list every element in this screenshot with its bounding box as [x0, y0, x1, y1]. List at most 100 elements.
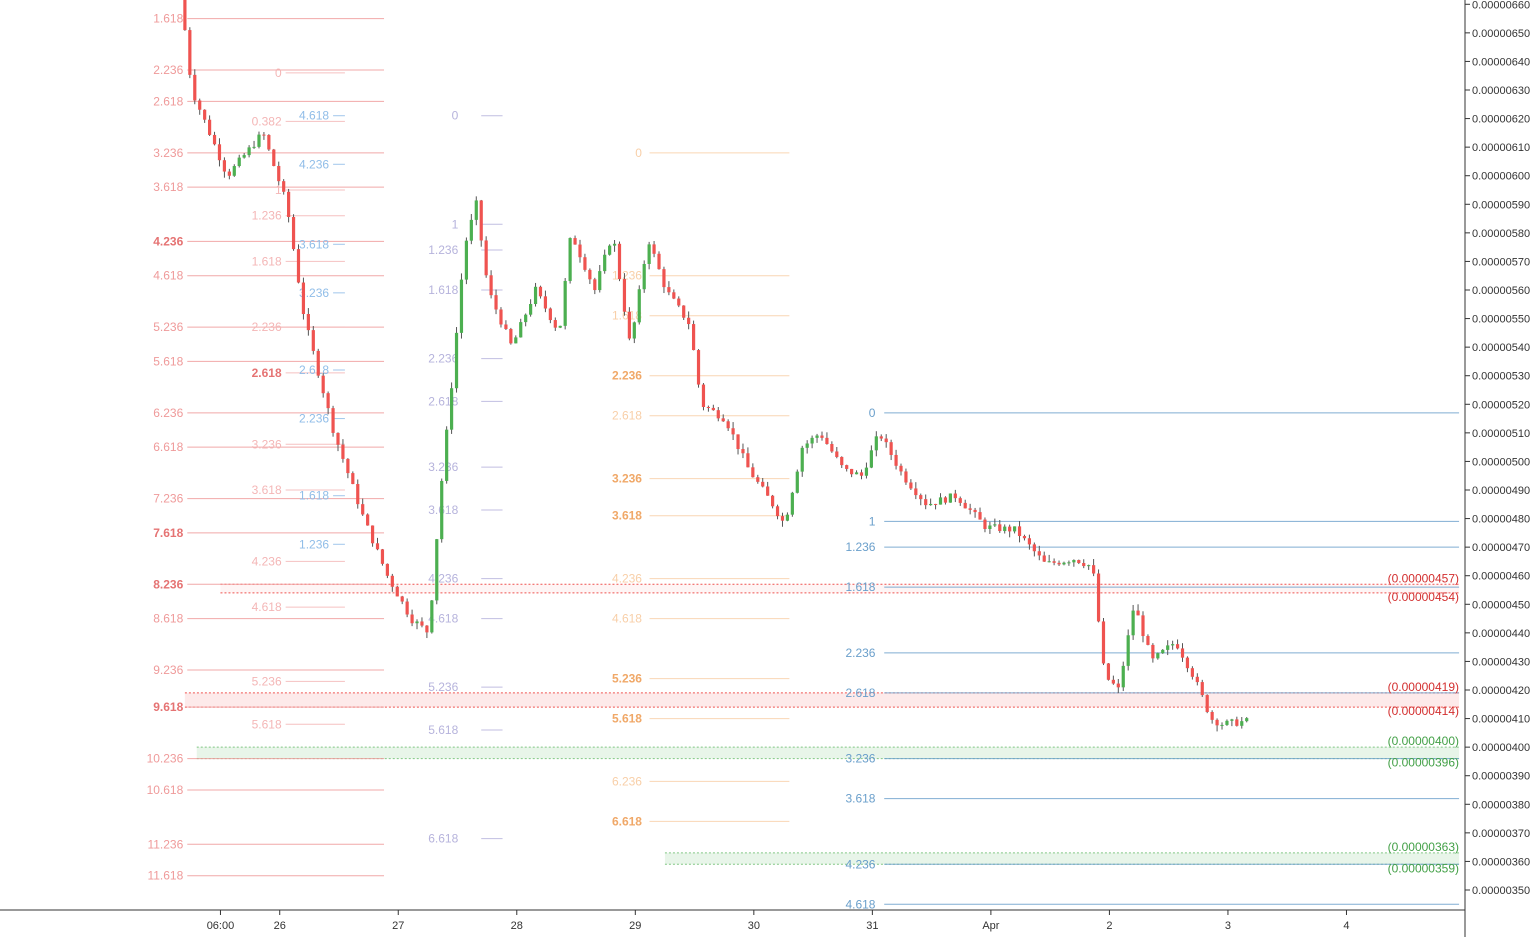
candle-body-126: [805, 443, 809, 448]
candle-body-65: [504, 324, 508, 330]
candle-body-22: [291, 217, 296, 250]
fib-b-level-label-11: 5.236: [252, 674, 282, 688]
candle-body-204: [1190, 668, 1194, 677]
price-tick-label-6: 0.00000600: [1472, 171, 1530, 183]
candle-body-122: [785, 514, 790, 521]
candle-body-67: [514, 337, 518, 344]
price-tick-label-26: 0.00000400: [1472, 742, 1530, 754]
fib-d-level-label-9: 4.618: [428, 612, 458, 626]
zone-green-lower-tag-bottom: (0.00000359): [1388, 861, 1459, 875]
candle-body-26: [311, 330, 315, 351]
candle-body-45: [405, 601, 409, 615]
price-tick-label-24: 0.00000420: [1472, 685, 1530, 697]
fib-e-level-label-9: 5.236: [612, 672, 642, 686]
fib-b-level-label-5: 2.236: [252, 320, 282, 334]
fibonacci-layer: 1.618 2.236 2.618 3.236 3.618 4.236 4.618 5.236…: [147, 12, 1460, 911]
candle-body-53: [445, 429, 449, 481]
fib-b-level-label-4: 1.618: [252, 254, 282, 268]
candle-body-187: [1106, 663, 1111, 680]
candle-body-115: [751, 467, 755, 478]
fib-a-level-label-3: 3.236: [153, 146, 183, 160]
fib-f-level-label-5: 2.618: [845, 686, 875, 700]
price-tick-label-31: 0.00000350: [1472, 885, 1530, 897]
candle-body-70: [529, 304, 533, 315]
price-tick-label-13: 0.00000530: [1472, 371, 1530, 383]
price-tick-label-7: 0.00000590: [1472, 199, 1530, 211]
price-tick-label-14: 0.00000520: [1472, 399, 1530, 411]
candle-body-125: [800, 447, 804, 472]
candle-body-175: [1047, 561, 1051, 563]
price-tick-label-29: 0.00000370: [1472, 828, 1530, 840]
zone-green-lower-band: [664, 852, 1460, 865]
candle-body-72: [538, 286, 543, 297]
candle-body-156: [953, 493, 957, 499]
candle-body-181: [1077, 560, 1081, 564]
fib-e-level-label-6: 3.618: [612, 509, 642, 523]
price-tick-label-19: 0.00000470: [1472, 542, 1530, 554]
candle-body-162: [983, 519, 987, 530]
price-tick-label-3: 0.00000630: [1472, 85, 1530, 97]
candle-body-63: [494, 295, 498, 310]
candle-body-80: [578, 244, 582, 258]
zone-green-lower-tag-top: (0.00000363): [1388, 840, 1459, 854]
zone-red-lower-band: [184, 692, 1460, 708]
price-tick-label-15: 0.00000510: [1472, 428, 1530, 440]
candle-body-163: [988, 525, 992, 530]
fib-d-level-label-8: 4.236: [428, 572, 458, 586]
candle-body-139: [869, 450, 873, 468]
candle-body-34: [351, 473, 355, 485]
candle-body-84: [598, 271, 602, 291]
fib-e-level-label-8: 4.618: [612, 612, 642, 626]
fib-a-level-label-9: 6.236: [153, 406, 183, 420]
candles-layer: [183, 0, 1249, 732]
candle-body-87: [612, 243, 617, 246]
candle-body-215: [1245, 718, 1249, 722]
fib-e-level-label-5: 3.236: [612, 472, 642, 486]
candle-body-138: [864, 467, 869, 476]
candle-body-62: [489, 275, 493, 296]
candle-body-96: [657, 253, 661, 270]
candle-body-101: [682, 305, 686, 318]
time-tick-label-8: 2: [1106, 920, 1112, 932]
candle-body-2: [193, 74, 197, 101]
candle-body-169: [1017, 526, 1022, 537]
time-tick-label-2: 27: [392, 920, 404, 932]
zone-green-upper-tag-bottom: (0.00000396): [1388, 756, 1459, 770]
candle-body-210: [1220, 724, 1224, 726]
candle-body-46: [410, 614, 414, 624]
fib-a-level-label-6: 4.618: [153, 269, 183, 283]
fib-a-level-label-17: 10.236: [147, 752, 184, 766]
candle-body-8: [222, 160, 227, 172]
candle-body-5: [207, 119, 212, 135]
candle-body-148: [914, 488, 918, 496]
fib-a-level-label-1: 2.236: [153, 63, 183, 77]
fib-c-level-label-1: 4.236: [299, 157, 329, 171]
candle-body-179: [1067, 562, 1071, 564]
fib-d-level-label-6: 3.236: [428, 460, 458, 474]
price-tick-label-10: 0.00000560: [1472, 285, 1530, 297]
fib-d-level-label-3: 1.618: [428, 283, 458, 297]
candle-body-68: [519, 322, 523, 338]
fib-d-level-label-11: 5.618: [428, 723, 458, 737]
candle-body-13: [247, 147, 251, 156]
candle-body-142: [884, 438, 888, 443]
candle-body-83: [593, 279, 597, 291]
fib-b-level-label-12: 5.618: [252, 717, 282, 731]
candle-body-7: [217, 144, 222, 161]
candle-body-41: [385, 563, 389, 576]
zone-red-lower-tag-bottom: (0.00000414): [1388, 704, 1459, 718]
candle-body-201: [1175, 644, 1180, 649]
candle-body-113: [741, 449, 745, 454]
candle-body-29: [326, 393, 330, 409]
price-tick-label-18: 0.00000480: [1472, 514, 1530, 526]
fib-b-level-label-8: 3.618: [252, 483, 282, 497]
candle-body-118: [766, 486, 770, 496]
time-tick-label-6: 31: [866, 920, 878, 932]
price-tick-label-16: 0.00000500: [1472, 456, 1530, 468]
candle-body-167: [1008, 526, 1012, 532]
candle-body-50: [430, 600, 434, 633]
time-tick-label-1: 26: [274, 920, 286, 932]
candle-body-59: [474, 200, 478, 220]
price-tick-label-8: 0.00000580: [1472, 228, 1530, 240]
